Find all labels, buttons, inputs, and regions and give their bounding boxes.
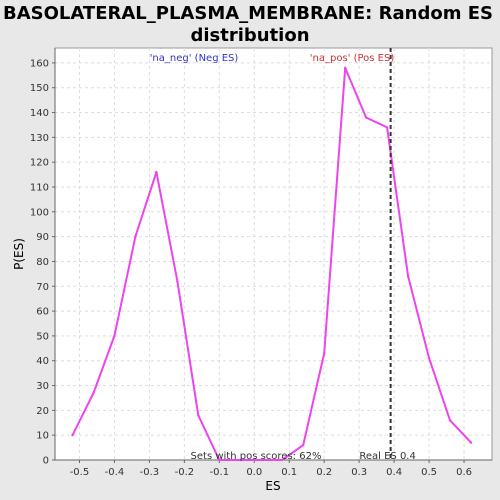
es-data-point (197, 414, 200, 417)
es-data-point (218, 458, 221, 462)
y-tick-label: 20 (36, 406, 49, 417)
y-tick-label: 40 (36, 356, 49, 367)
x-tick-label: 0.2 (316, 467, 332, 478)
es-data-point (281, 458, 284, 462)
y-tick-label: 100 (30, 207, 49, 218)
x-tick-label: 0.6 (456, 467, 472, 478)
y-axis-title: P(ES) (12, 238, 26, 270)
es-data-point (260, 458, 263, 462)
y-tick-label: 10 (36, 431, 49, 442)
y-tick-label: 150 (30, 83, 49, 94)
real-es-label: Real ES 0.4 (359, 451, 415, 462)
y-tick-label: 50 (36, 331, 49, 342)
series-layer (71, 66, 473, 462)
es-data-point (92, 391, 95, 395)
y-tick-label: 60 (36, 307, 49, 318)
pos-es-label: 'na_pos' (Pos ES) (310, 53, 395, 64)
es-data-point (469, 441, 473, 444)
y-tick-label: 130 (30, 133, 49, 144)
es-data-point (155, 170, 158, 174)
x-tick-label: 0.5 (421, 467, 437, 478)
y-tick-label: 90 (36, 232, 49, 243)
x-tick-label: -0.5 (70, 467, 90, 478)
es-data-point (427, 357, 431, 360)
es-data-point (364, 116, 368, 119)
chart-title-line-1: BASOLATERAL_PLASMA_MEMBRANE: Random ES (3, 3, 493, 24)
es-data-point (448, 419, 452, 422)
neg-es-label: 'na_neg' (Neg ES) (150, 53, 239, 64)
y-tick-label: 0 (43, 456, 49, 467)
es-distribution-line (71, 66, 472, 461)
plot-area (54, 47, 493, 461)
y-tick-label: 80 (36, 257, 49, 268)
pos-scores-footer: Sets with pos scores: 62% (191, 451, 322, 462)
y-tick-label: 160 (30, 58, 49, 69)
grid-lines (55, 48, 492, 461)
es-data-point (71, 433, 74, 437)
es-data-point (176, 280, 179, 283)
x-tick-label: -0.3 (140, 467, 160, 478)
x-tick-label: 0.4 (386, 467, 402, 478)
real-es-marker: Real ES 0.4 (359, 48, 416, 462)
y-tick-label: 110 (30, 182, 49, 193)
es-data-point (113, 334, 116, 338)
es-data-point (134, 235, 137, 238)
tick-labels: 0 10 20 30 40 50 60 70 80 90 100 110 120 130 140 150 160… (30, 58, 472, 478)
x-tick-label: 0.3 (351, 467, 367, 478)
x-tick-label: 0.0 (246, 467, 262, 478)
chart-title-line-2: distribution (190, 25, 309, 46)
es-data-point (239, 458, 242, 462)
es-data-point (322, 352, 326, 355)
es-data-point (406, 275, 410, 278)
x-tick-label: -0.2 (175, 467, 195, 478)
x-axis-title: ES (265, 479, 280, 493)
y-tick-label: 120 (30, 158, 49, 169)
es-data-point (343, 66, 347, 70)
y-tick-label: 70 (36, 282, 49, 293)
x-tick-label: -0.4 (105, 467, 125, 478)
y-tick-label: 140 (30, 108, 49, 119)
y-tick-label: 30 (36, 381, 49, 392)
es-data-point (302, 443, 305, 447)
x-tick-label: -0.1 (210, 467, 230, 478)
x-tick-label: 0.1 (281, 467, 297, 478)
es-data-point (385, 126, 389, 129)
